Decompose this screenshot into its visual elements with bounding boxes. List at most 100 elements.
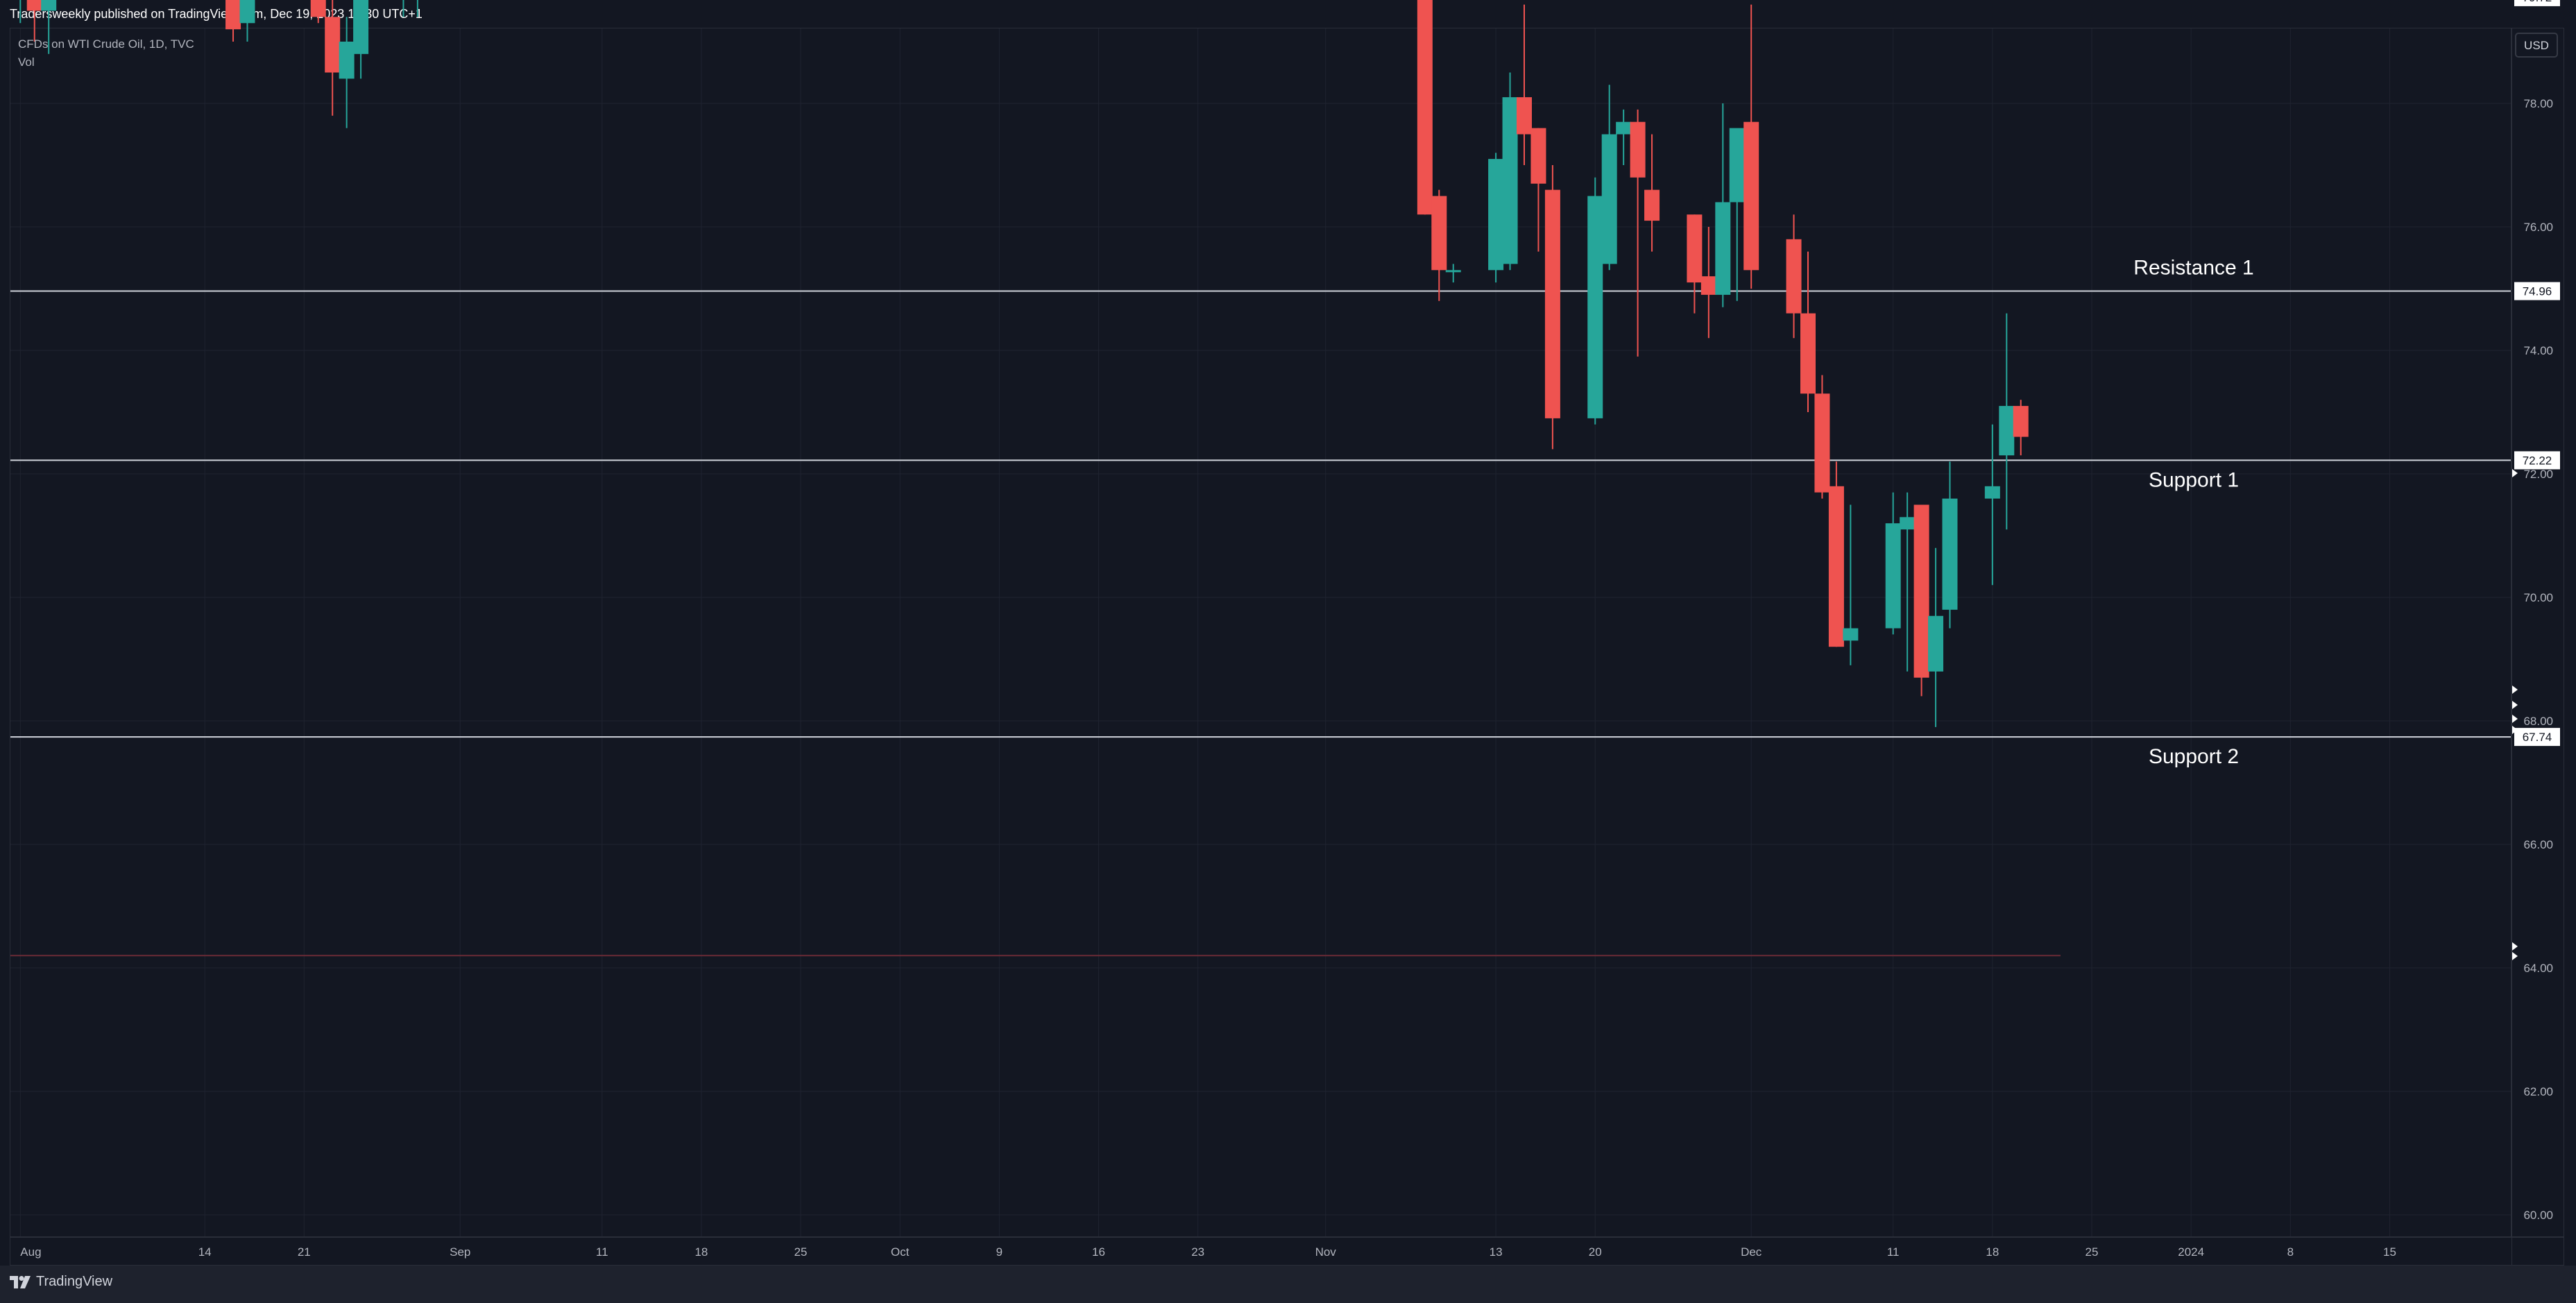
- x-tick-label: 11: [1887, 1245, 1900, 1259]
- bottom-bar: TradingView: [0, 1266, 2576, 1303]
- candle-body: [239, 0, 255, 24]
- candle: [1431, 189, 1447, 301]
- candle-body: [1417, 0, 1433, 215]
- x-tick-label: 2024: [2178, 1245, 2204, 1259]
- candle-body: [1800, 313, 1816, 394]
- candle-body: [325, 17, 341, 73]
- top-bar: Tradersweekly published on TradingView.c…: [0, 0, 2576, 28]
- candle: [416, 0, 418, 17]
- x-tick-label: 25: [794, 1245, 808, 1259]
- x-tick-label: Dec: [1741, 1245, 1762, 1259]
- candle-body: [26, 0, 42, 11]
- x-tick-labels: Aug 14 21 Sep 11 18 25 Oct 9 16 23 Nov 13 20 Dec 11 18 25…: [20, 1245, 2396, 1259]
- x-tick-label: 11: [596, 1245, 608, 1259]
- scale-markers: [2512, 469, 2518, 960]
- price-scale-background: [2511, 28, 2564, 1265]
- y-tick-label: 72.00: [2523, 468, 2553, 481]
- candle: [353, 0, 369, 79]
- currency-box[interactable]: [2515, 33, 2558, 58]
- candle: [325, 0, 341, 116]
- candle-body: [1743, 121, 1759, 271]
- candle: [19, 0, 22, 24]
- candle: [1800, 251, 1816, 412]
- candle-body: [1502, 97, 1518, 264]
- candle-body: [1913, 504, 1929, 678]
- y-tick-label: 68.00: [2523, 715, 2553, 728]
- marker-arrow-icon: [2512, 469, 2518, 477]
- candle-body: [1687, 214, 1703, 283]
- x-tick-label: 16: [1092, 1245, 1105, 1259]
- candle: [1900, 492, 1916, 672]
- candle: [1786, 214, 1802, 339]
- marker-arrow-icon: [2512, 942, 2518, 951]
- candle: [1502, 72, 1518, 271]
- candle: [1843, 504, 1859, 665]
- y-tick-label: 78.00: [2523, 97, 2553, 110]
- candle: [26, 0, 42, 42]
- y-tick-label: 76.00: [2523, 221, 2553, 234]
- x-tick-label: Oct: [891, 1245, 910, 1259]
- candle: [310, 0, 326, 24]
- candle: [1885, 492, 1901, 635]
- grid: [10, 28, 2511, 1237]
- candle: [402, 0, 404, 17]
- tradingview-logo-icon: [10, 1275, 31, 1288]
- level-price-text: 67.74: [2523, 731, 2552, 744]
- candle-body: [1999, 406, 2015, 456]
- level-price-text: 72.22: [2523, 454, 2552, 467]
- candle: [1644, 134, 1660, 252]
- marker-arrow-icon: [2512, 715, 2518, 723]
- candle-body: [1587, 196, 1603, 418]
- x-tick-label: 20: [1589, 1245, 1602, 1259]
- candle-body: [1828, 486, 1844, 647]
- candle: [1928, 547, 1944, 727]
- candle-body: [1488, 159, 1504, 271]
- tradingview-brand: TradingView: [36, 1274, 113, 1289]
- candle-body: [1644, 189, 1660, 221]
- candle: [2013, 400, 2029, 456]
- volume-legend[interactable]: Vol: [18, 56, 35, 69]
- x-tick-label: 18: [694, 1245, 708, 1259]
- candles: [19, 0, 2029, 727]
- candle: [239, 0, 255, 42]
- y-tick-labels: 60.00 62.00 64.00 66.00 68.00 70.00 72.00 74.00…: [2523, 97, 2553, 1222]
- candle: [41, 0, 57, 54]
- tradingview-logo[interactable]: TradingView: [10, 1274, 112, 1290]
- x-tick-label: 18: [1986, 1245, 1999, 1259]
- candle: [225, 0, 241, 42]
- candle-body: [1431, 196, 1447, 271]
- x-tick-label: 21: [298, 1245, 311, 1259]
- level-price-tag: [2514, 728, 2560, 747]
- marker-arrow-icon: [2512, 701, 2518, 709]
- candle: [1999, 313, 2015, 530]
- candle: [1601, 85, 1617, 271]
- candle-body: [1928, 615, 1944, 672]
- level-label: Support 2: [2149, 745, 2239, 768]
- level-label: Support 1: [2149, 468, 2239, 491]
- marker-arrow-icon: [2512, 685, 2518, 694]
- candle: [1715, 103, 1731, 307]
- symbol-legend[interactable]: CFDs on WTI Crude Oil, 1D, TVC: [18, 37, 194, 51]
- candle: [1729, 128, 1745, 301]
- currency-button[interactable]: USD: [2515, 33, 2558, 58]
- candle: [1630, 109, 1646, 357]
- candle: [1445, 264, 1461, 283]
- candle: [1417, 0, 1433, 215]
- y-tick-label: 64.00: [2523, 962, 2553, 975]
- y-tick-label: 74.00: [2523, 344, 2553, 357]
- candle-body: [225, 0, 241, 30]
- candle-body: [1843, 628, 1859, 641]
- candle-body: [1885, 523, 1901, 629]
- candle-body: [41, 0, 57, 11]
- candle-body: [2013, 406, 2029, 437]
- candle: [1616, 109, 1632, 165]
- x-tick-label: 15: [2383, 1245, 2396, 1259]
- level-label: Resistance 1: [2133, 257, 2253, 280]
- candle: [1984, 424, 2000, 586]
- time-scale-background: [10, 1237, 2511, 1265]
- candle: [1687, 214, 1703, 314]
- candle-body: [1715, 202, 1731, 295]
- x-tick-label: 13: [1490, 1245, 1503, 1259]
